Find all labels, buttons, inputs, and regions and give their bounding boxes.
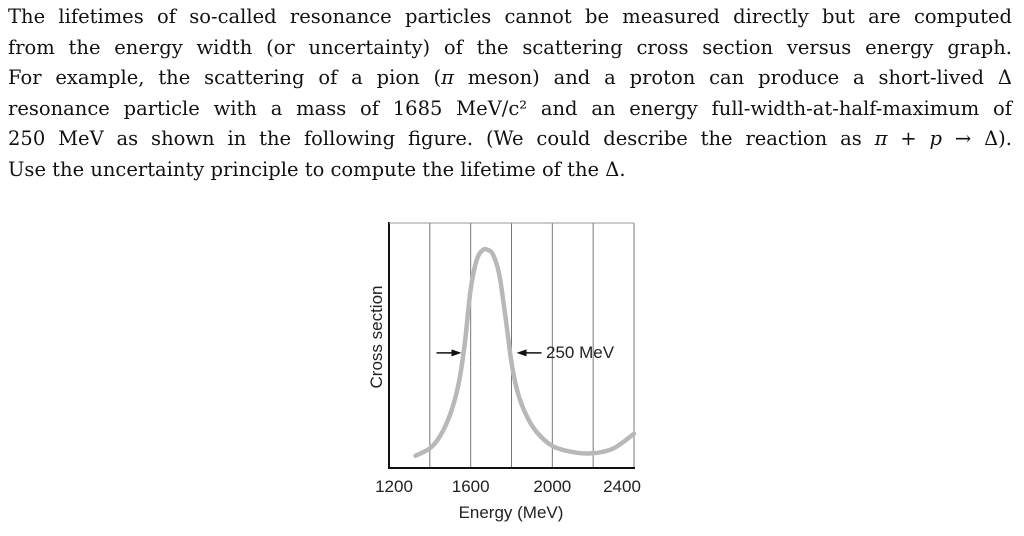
text-segment: + xyxy=(887,127,930,151)
text-line: The lifetimes of so-called resonance par… xyxy=(8,2,1012,33)
text-segment: For example, the scattering of a pion ( xyxy=(8,66,442,90)
math-symbol: π xyxy=(441,66,454,90)
x-tick-label: 1600 xyxy=(452,477,490,496)
math-symbol: p xyxy=(929,127,943,151)
text-line: Use the uncertainty principle to compute… xyxy=(8,155,1012,186)
x-tick-label: 2400 xyxy=(603,477,641,496)
text-line: from the energy width (or uncertainty) o… xyxy=(8,33,1012,64)
text-segment: → Δ). xyxy=(942,127,1012,151)
text-line: For example, the scattering of a pion (π… xyxy=(8,63,1012,94)
text-segment: Use the uncertainty principle to compute… xyxy=(8,157,626,181)
problem-text: The lifetimes of so-called resonance par… xyxy=(8,2,1012,186)
text-segment: meson) and a proton can produce a short-… xyxy=(453,66,1012,90)
text-segment: 250 MeV as shown in the following figure… xyxy=(8,127,875,151)
x-tick-label: 1200 xyxy=(375,477,413,496)
right-arrow-icon xyxy=(516,349,527,357)
annotation-label: 250 MeV xyxy=(546,343,615,362)
y-axis-label: Cross section xyxy=(367,286,386,389)
text-line: 250 MeV as shown in the following figure… xyxy=(8,124,1012,155)
left-arrow-icon xyxy=(451,349,462,357)
x-tick-label: 2000 xyxy=(533,477,571,496)
text-segment: from the energy width (or uncertainty) o… xyxy=(8,35,1012,59)
math-symbol: π xyxy=(874,127,888,151)
text-segment: resonance particle with a mass of 1685 M… xyxy=(8,96,1012,120)
resonance-curve xyxy=(413,246,637,458)
text-line: resonance particle with a mass of 1685 M… xyxy=(8,94,1012,125)
x-axis-label: Energy (MeV) xyxy=(459,503,564,522)
text-segment: The lifetimes of so-called resonance par… xyxy=(8,5,1012,28)
